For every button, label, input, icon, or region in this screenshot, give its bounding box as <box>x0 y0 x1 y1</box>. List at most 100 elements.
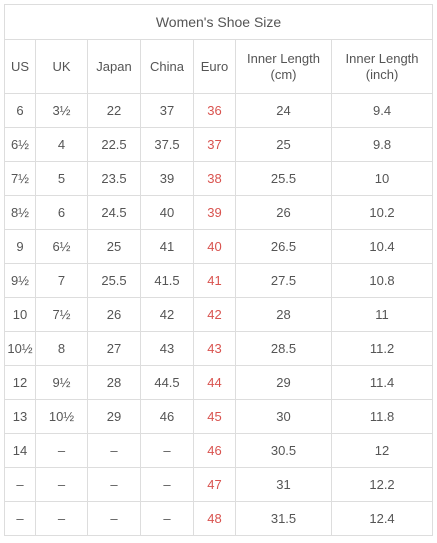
cell-china: 41.5 <box>140 263 194 298</box>
cell-euro: 42 <box>193 297 236 332</box>
cell-china: 40 <box>140 195 194 230</box>
table-title: Women's Shoe Size <box>3 4 434 40</box>
cell-euro: 40 <box>193 229 236 264</box>
cell-japan: 28 <box>87 365 141 400</box>
cell-us: 14 <box>4 433 36 468</box>
cell-china: 43 <box>140 331 194 366</box>
cell-inner-length-cm: 28 <box>235 297 332 332</box>
table-row: 12 9½ 28 44.5 44 29 11.4 <box>4 365 434 400</box>
cell-uk: 7½ <box>35 297 88 332</box>
table-row: 6½ 4 22.5 37.5 37 25 9.8 <box>4 127 434 162</box>
cell-japan: 26 <box>87 297 141 332</box>
cell-china: 37.5 <box>140 127 194 162</box>
column-header-inner-length-cm: Inner Length (cm) <box>235 39 332 94</box>
cell-china: 39 <box>140 161 194 196</box>
table-body: 6 3½ 22 37 36 24 9.4 6½ 4 22.5 37.5 37 25 9.8 7½ 5 23.5 3… <box>4 93 434 536</box>
cell-uk: – <box>35 501 88 536</box>
cell-euro: 44 <box>193 365 236 400</box>
cell-china: 42 <box>140 297 194 332</box>
cell-euro: 41 <box>193 263 236 298</box>
cell-us: 12 <box>4 365 36 400</box>
cell-uk: 3½ <box>35 93 88 128</box>
cell-uk: 5 <box>35 161 88 196</box>
cell-uk: 8 <box>35 331 88 366</box>
cell-japan: 25.5 <box>87 263 141 298</box>
cell-china: – <box>140 433 194 468</box>
cell-inner-length-inch: 12.4 <box>330 501 434 536</box>
table-row: 9 6½ 25 41 40 26.5 10.4 <box>4 229 434 264</box>
cell-us: 9½ <box>4 263 36 298</box>
cell-inner-length-cm: 25.5 <box>235 161 332 196</box>
cell-euro: 43 <box>193 331 236 366</box>
cell-inner-length-inch: 11.2 <box>330 331 434 366</box>
cell-uk: – <box>35 433 88 468</box>
cell-inner-length-inch: 10.4 <box>330 229 434 264</box>
cell-uk: 9½ <box>35 365 88 400</box>
cell-japan: 22 <box>87 93 141 128</box>
cell-inner-length-inch: 11.8 <box>330 399 434 434</box>
table-row: 6 3½ 22 37 36 24 9.4 <box>4 93 434 128</box>
cell-inner-length-inch: 10.2 <box>330 195 434 230</box>
cell-euro: 37 <box>193 127 236 162</box>
cell-us: 6 <box>4 93 36 128</box>
cell-us: – <box>4 467 36 502</box>
cell-inner-length-inch: 10 <box>330 161 434 196</box>
cell-euro: 38 <box>193 161 236 196</box>
table-row: – – – –48 31.5 12.4 <box>4 501 434 536</box>
cell-inner-length-cm: 31 <box>235 467 332 502</box>
table-row: 7½ 5 23.5 39 38 25.5 10 <box>4 161 434 196</box>
cell-uk: 10½ <box>35 399 88 434</box>
cell-japan: – <box>87 433 141 468</box>
cell-us: 8½ <box>4 195 36 230</box>
cell-uk: 6 <box>35 195 88 230</box>
cell-euro: 48 <box>193 501 236 536</box>
cell-china: 41 <box>140 229 194 264</box>
cell-inner-length-cm: 24 <box>235 93 332 128</box>
cell-japan: – <box>87 467 141 502</box>
cell-us: 10 <box>4 297 36 332</box>
table-row: 14– – –46 30.5 12 <box>4 433 434 468</box>
cell-uk: 6½ <box>35 229 88 264</box>
cell-inner-length-cm: 31.5 <box>235 501 332 536</box>
cell-us: 6½ <box>4 127 36 162</box>
cell-china: 37 <box>140 93 194 128</box>
column-header-china: China <box>140 39 194 94</box>
cell-us: 10½ <box>4 331 36 366</box>
cell-japan: 22.5 <box>87 127 141 162</box>
table-row: 9½ 7 25.5 41.5 41 27.5 10.8 <box>4 263 434 298</box>
table-row: 10 7½ 26 42 42 28 11 <box>4 297 434 332</box>
cell-japan: 29 <box>87 399 141 434</box>
column-header-us: US <box>4 39 36 94</box>
cell-inner-length-cm: 29 <box>235 365 332 400</box>
cell-inner-length-inch: 12 <box>330 433 434 468</box>
cell-inner-length-inch: 11.4 <box>330 365 434 400</box>
header-row: US UK Japan China Euro Inner Length (cm) Inner … <box>4 39 434 94</box>
cell-china: 44.5 <box>140 365 194 400</box>
column-header-inner-length-inch: Inner Length (inch) <box>330 39 434 94</box>
table-row: 13 10½ 29 46 45 30 11.8 <box>4 399 434 434</box>
table-row: 10½ 8 27 43 43 28.5 11.2 <box>4 331 434 366</box>
column-header-euro: Euro <box>193 39 236 94</box>
cell-inner-length-inch: 9.4 <box>330 93 434 128</box>
size-chart-table: Women's Shoe Size US UK Japan China Euro Inne… <box>3 4 434 536</box>
cell-uk: 4 <box>35 127 88 162</box>
cell-euro: 46 <box>193 433 236 468</box>
cell-euro: 39 <box>193 195 236 230</box>
cell-inner-length-cm: 26.5 <box>235 229 332 264</box>
table-row: – – – –47 31 12.2 <box>4 467 434 502</box>
cell-inner-length-cm: 27.5 <box>235 263 332 298</box>
column-header-japan: Japan <box>87 39 141 94</box>
cell-inner-length-inch: 10.8 <box>330 263 434 298</box>
cell-japan: – <box>87 501 141 536</box>
cell-japan: 23.5 <box>87 161 141 196</box>
cell-us: 9 <box>4 229 36 264</box>
cell-china: – <box>140 467 194 502</box>
cell-euro: 47 <box>193 467 236 502</box>
cell-inner-length-cm: 26 <box>235 195 332 230</box>
cell-us: – <box>4 501 36 536</box>
cell-us: 13 <box>4 399 36 434</box>
cell-inner-length-cm: 28.5 <box>235 331 332 366</box>
table-row: 8½ 6 24.5 40 39 26 10.2 <box>4 195 434 230</box>
cell-japan: 24.5 <box>87 195 141 230</box>
size-chart-container: Women's Shoe Size US UK Japan China Euro Inne… <box>3 4 434 536</box>
